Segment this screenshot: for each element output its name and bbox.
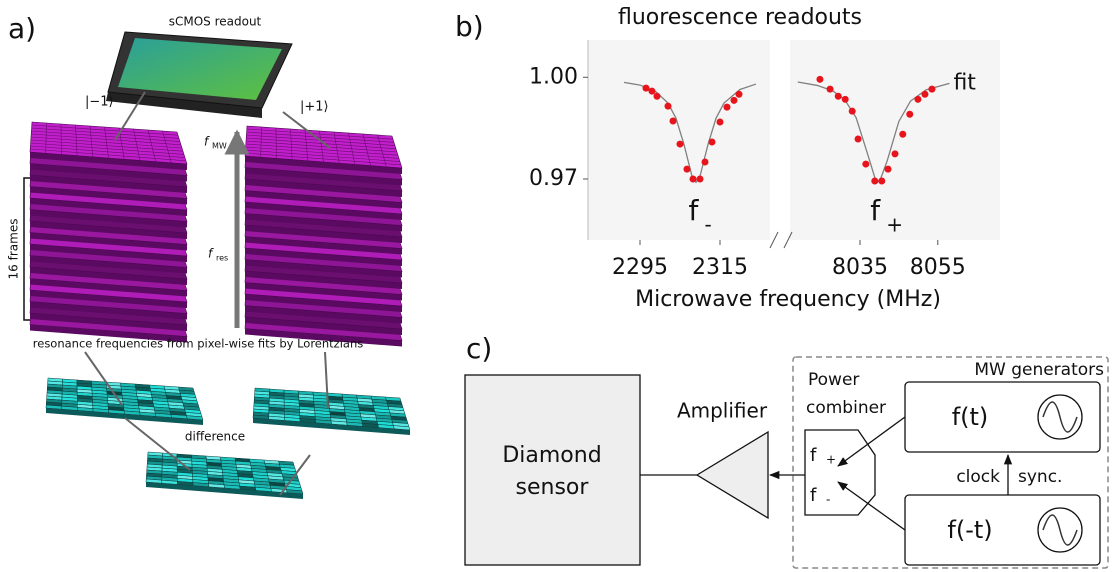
data-point <box>736 91 743 98</box>
ket-label: |−1⟩ <box>85 95 114 110</box>
data-point <box>684 166 691 173</box>
axis-symbol: f <box>204 135 210 149</box>
x-tick-label: 8055 <box>910 255 966 280</box>
panel-label: b) <box>455 10 484 43</box>
page: Figure {"panel_a": {"label": "a)", "read… <box>0 0 1113 572</box>
sensor-box <box>465 375 640 565</box>
difference-label: difference <box>185 430 245 444</box>
frames-label: 16 frames <box>7 219 21 280</box>
data-point <box>878 178 885 185</box>
data-point <box>697 175 704 182</box>
body: a)b)c)sCMOS readout|−1⟩|+1⟩fMWfres16 fra… <box>0 0 1113 572</box>
axis-symbol-sub: res <box>216 254 228 263</box>
annotation: f <box>870 194 881 227</box>
axis-break <box>770 232 778 248</box>
input-label: f <box>810 485 817 506</box>
fits-label: resonance frequencies from pixel-wise fi… <box>33 337 363 351</box>
data-point <box>862 161 869 168</box>
sensor-label: Diamond <box>502 443 601 468</box>
data-point <box>677 141 684 148</box>
y-tick-label: 1.00 <box>529 64 578 89</box>
data-point <box>717 119 724 126</box>
input-sub: + <box>826 453 836 467</box>
generators-label: MW generators <box>974 360 1104 380</box>
data-point <box>899 131 906 138</box>
data-point <box>670 118 677 125</box>
generator-label: f(t) <box>952 403 989 431</box>
sensor-label: sensor <box>516 475 590 500</box>
panel-label: a) <box>8 12 36 45</box>
amplifier <box>697 432 768 518</box>
readout-label: sCMOS readout <box>169 15 262 29</box>
data-point <box>849 108 856 115</box>
data-point <box>827 86 834 93</box>
plot-area <box>588 40 770 240</box>
annotation-sub: + <box>886 213 903 237</box>
data-point <box>724 104 731 111</box>
input-sub: - <box>826 493 830 507</box>
data-point <box>649 88 656 95</box>
panel-label: c) <box>466 332 492 365</box>
data-point <box>643 85 650 92</box>
data-point <box>702 159 709 166</box>
x-tick-label: 8035 <box>832 255 888 280</box>
data-point <box>690 175 697 182</box>
input-label: f <box>810 445 817 466</box>
x-tick-label: 2315 <box>692 255 748 280</box>
frames-bracket <box>24 178 30 320</box>
data-point <box>654 93 661 100</box>
y-tick-label: 0.97 <box>529 166 578 191</box>
axis-symbol-sub: MW <box>212 142 227 151</box>
data-point <box>871 178 878 185</box>
sync-label: sync. <box>1018 467 1062 487</box>
data-point <box>892 150 899 157</box>
generator-label: f(-t) <box>947 516 992 544</box>
combiner-label: combiner <box>806 398 886 418</box>
data-point <box>855 135 862 142</box>
fit-label: fit <box>953 70 976 95</box>
data-point <box>928 86 935 93</box>
data-point <box>709 139 716 146</box>
combiner-label: Power <box>808 370 859 390</box>
clock-label: clock <box>956 467 1000 487</box>
data-point <box>835 93 842 100</box>
data-point <box>914 96 921 103</box>
data-point <box>885 166 892 173</box>
data-point <box>906 111 913 118</box>
x-tick-label: 2295 <box>612 255 668 280</box>
annotation-sub: - <box>705 213 712 237</box>
data-point <box>731 97 738 104</box>
annotation: f <box>689 194 700 227</box>
amplifier-label: Amplifier <box>677 399 768 423</box>
data-point <box>842 96 849 103</box>
data-point <box>665 103 672 110</box>
x-axis-label: Microwave frequency (MHz) <box>635 287 941 312</box>
ket-label: |+1⟩ <box>300 100 329 115</box>
chart-title: fluorescence readouts <box>618 5 862 30</box>
data-point <box>816 76 823 83</box>
axis-symbol: f <box>208 247 214 261</box>
figure: a)b)c)sCMOS readout|−1⟩|+1⟩fMWfres16 fra… <box>0 0 1113 572</box>
data-point <box>921 91 928 98</box>
